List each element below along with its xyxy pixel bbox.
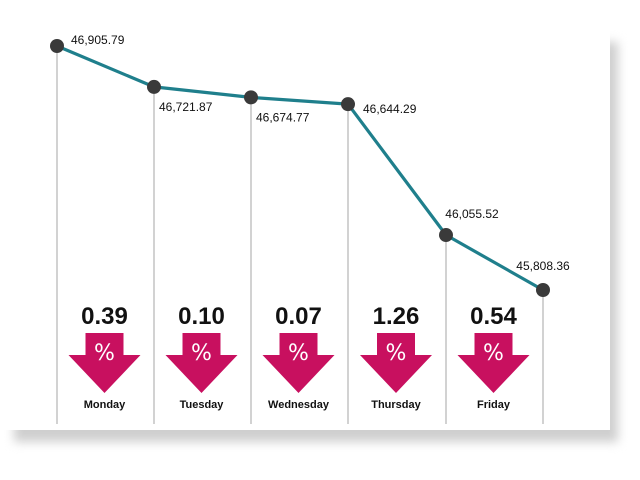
data-label: 46,905.79: [71, 33, 125, 47]
percent-change-label: 0.10: [178, 303, 225, 330]
percent-symbol: %: [94, 341, 115, 366]
day-label: Monday: [84, 399, 126, 411]
percent-symbol: %: [288, 341, 309, 366]
data-point: [536, 283, 550, 297]
percent-change-label: 0.39: [81, 303, 128, 330]
percent-symbol: %: [386, 341, 407, 366]
day-label: Thursday: [371, 399, 421, 411]
data-point: [147, 79, 161, 94]
day-label: Friday: [477, 399, 511, 411]
down-arrow-icon: [165, 333, 238, 393]
day-label: Tuesday: [180, 399, 225, 411]
series-line: [56, 44, 544, 292]
data-label: 45,808.36: [516, 259, 570, 273]
data-point: [50, 39, 64, 53]
day-label: Wednesday: [268, 399, 330, 411]
down-arrow-icon: [68, 333, 141, 393]
data-label: 46,055.52: [445, 207, 499, 221]
data-point: [244, 90, 258, 105]
percent-symbol: %: [191, 341, 212, 366]
data-label: 46,644.29: [363, 102, 417, 116]
down-arrow-icon: [360, 333, 432, 393]
down-arrow-icon: [262, 333, 335, 393]
percent-change-label: 1.26: [373, 303, 420, 330]
data-label: 46,721.87: [159, 100, 213, 114]
percent-symbol: %: [483, 341, 504, 366]
data-point: [341, 97, 355, 112]
percent-change-label: 0.07: [275, 303, 322, 330]
data-point: [439, 228, 453, 243]
percent-change-label: 0.54: [470, 303, 517, 330]
down-arrow-icon: [457, 333, 530, 393]
data-label: 46,674.77: [256, 110, 310, 124]
